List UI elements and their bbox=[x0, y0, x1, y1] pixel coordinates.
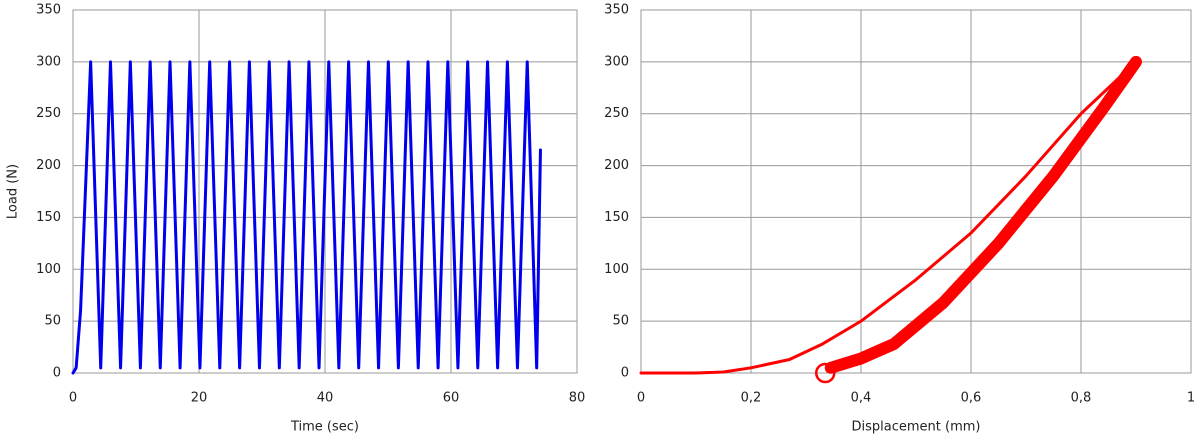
x-tick-label: 0 bbox=[69, 391, 77, 406]
y-tick-label: 50 bbox=[612, 314, 629, 329]
y-tick-label: 150 bbox=[36, 210, 61, 225]
y-tick-label: 350 bbox=[604, 3, 629, 18]
x-axis-title: Time (sec) bbox=[290, 420, 359, 435]
y-axis-title: Load (N) bbox=[6, 164, 21, 219]
y-tick-label: 150 bbox=[604, 210, 629, 225]
x-tick-label: 0,2 bbox=[741, 391, 762, 406]
x-tick-label: 0,8 bbox=[1071, 391, 1092, 406]
x-tick-label: 1 bbox=[1187, 391, 1195, 406]
plot-border bbox=[640, 9, 1192, 374]
y-tick-label: 200 bbox=[36, 158, 61, 173]
y-tick-label: 100 bbox=[604, 262, 629, 277]
x-tick-label: 0,6 bbox=[961, 391, 982, 406]
y-tick-label: 0 bbox=[53, 366, 61, 381]
x-tick-label: 0 bbox=[637, 391, 645, 406]
x-tick-label: 60 bbox=[443, 391, 460, 406]
y-tick-label: 250 bbox=[36, 106, 61, 121]
y-tick-label: 0 bbox=[621, 366, 629, 381]
y-tick-label: 50 bbox=[44, 314, 61, 329]
data-line bbox=[71, 60, 542, 375]
y-tick-label: 100 bbox=[36, 262, 61, 277]
y-tick-label: 300 bbox=[36, 54, 61, 69]
x-tick-label: 0,4 bbox=[851, 391, 872, 406]
data-line bbox=[824, 55, 1142, 374]
x-axis-title: Displacement (mm) bbox=[852, 420, 981, 435]
y-tick-label: 250 bbox=[604, 106, 629, 121]
x-tick-label: 20 bbox=[191, 391, 208, 406]
y-tick-label: 350 bbox=[36, 3, 61, 18]
y-tick-label: 300 bbox=[604, 54, 629, 69]
plot-border bbox=[72, 9, 578, 374]
marker-circle bbox=[815, 362, 836, 384]
x-tick-label: 40 bbox=[317, 391, 334, 406]
y-tick-label: 200 bbox=[604, 158, 629, 173]
data-line bbox=[639, 60, 1138, 375]
x-tick-label: 80 bbox=[569, 391, 586, 406]
